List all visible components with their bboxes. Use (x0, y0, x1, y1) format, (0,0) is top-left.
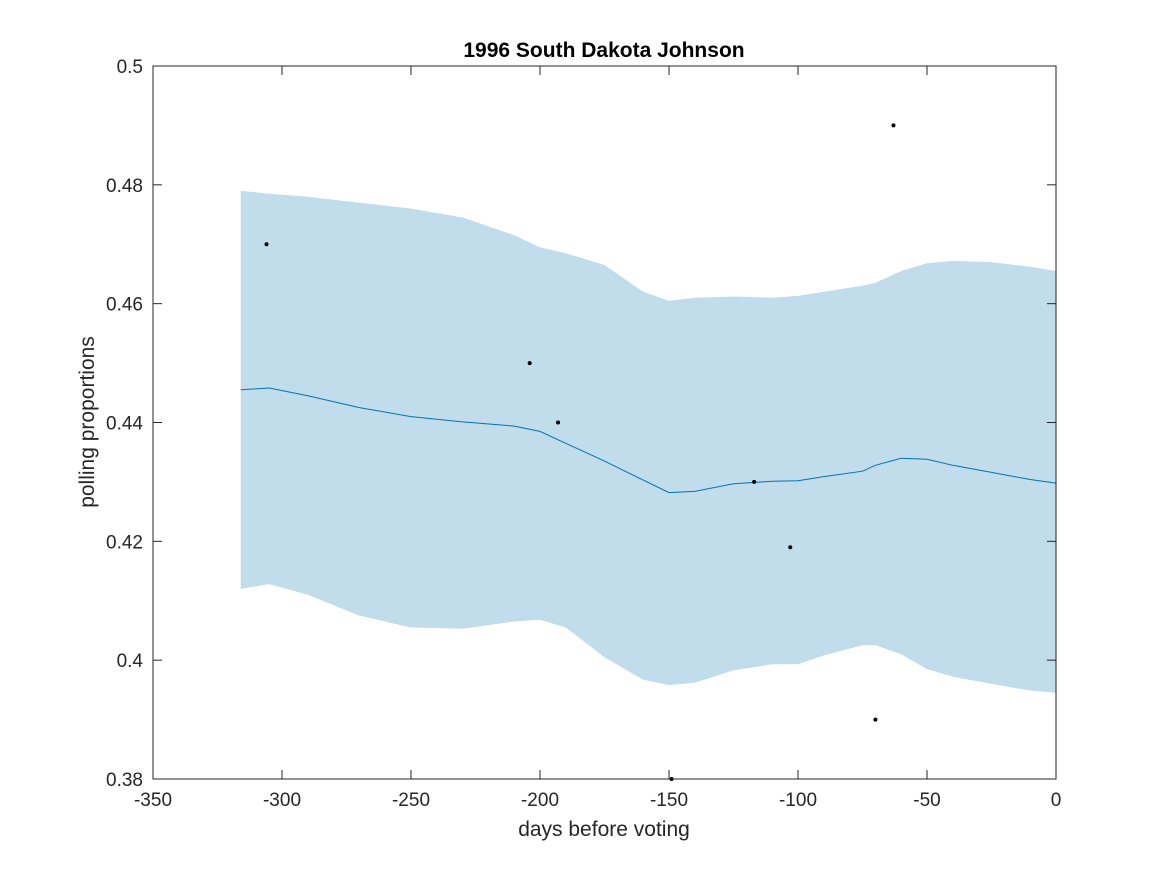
y-axis-label: polling proportions (76, 336, 99, 508)
y-tick-label: 0.5 (117, 57, 143, 78)
y-tick-label: 0.38 (106, 770, 143, 791)
poll-point (891, 123, 896, 128)
axes: -350 -300 -250 -200 -150 -100 -50 0 0.38 0.4 0.42 0… (106, 57, 1061, 811)
mean-line (240, 387, 1057, 494)
poll-point (264, 242, 269, 247)
y-tick-label: 0.42 (106, 532, 143, 553)
x-tick-label: -200 (521, 790, 559, 811)
x-tick-label: -250 (392, 790, 430, 811)
y-tick-label: 0.44 (106, 414, 143, 435)
y-tick-label: 0.4 (117, 651, 144, 672)
x-tick-label: -50 (913, 790, 940, 811)
confidence-band (240, 190, 1056, 693)
x-tick-label: -350 (134, 790, 172, 811)
chart-title: 1996 South Dakota Johnson (463, 39, 744, 62)
y-tick-label: 0.48 (106, 176, 143, 197)
poll-point (527, 361, 532, 366)
x-axis-label: days before voting (518, 818, 690, 841)
x-tick-label: -300 (263, 790, 301, 811)
x-tick-label: -100 (779, 790, 817, 811)
poll-point (752, 479, 757, 484)
y-tick-label: 0.46 (106, 295, 143, 316)
x-tick-label: 0 (1051, 790, 1062, 811)
poll-point (873, 717, 878, 722)
x-tick-label: -150 (650, 790, 688, 811)
poll-point (556, 420, 561, 425)
poll-point (788, 545, 793, 550)
plot-area (240, 123, 1057, 781)
